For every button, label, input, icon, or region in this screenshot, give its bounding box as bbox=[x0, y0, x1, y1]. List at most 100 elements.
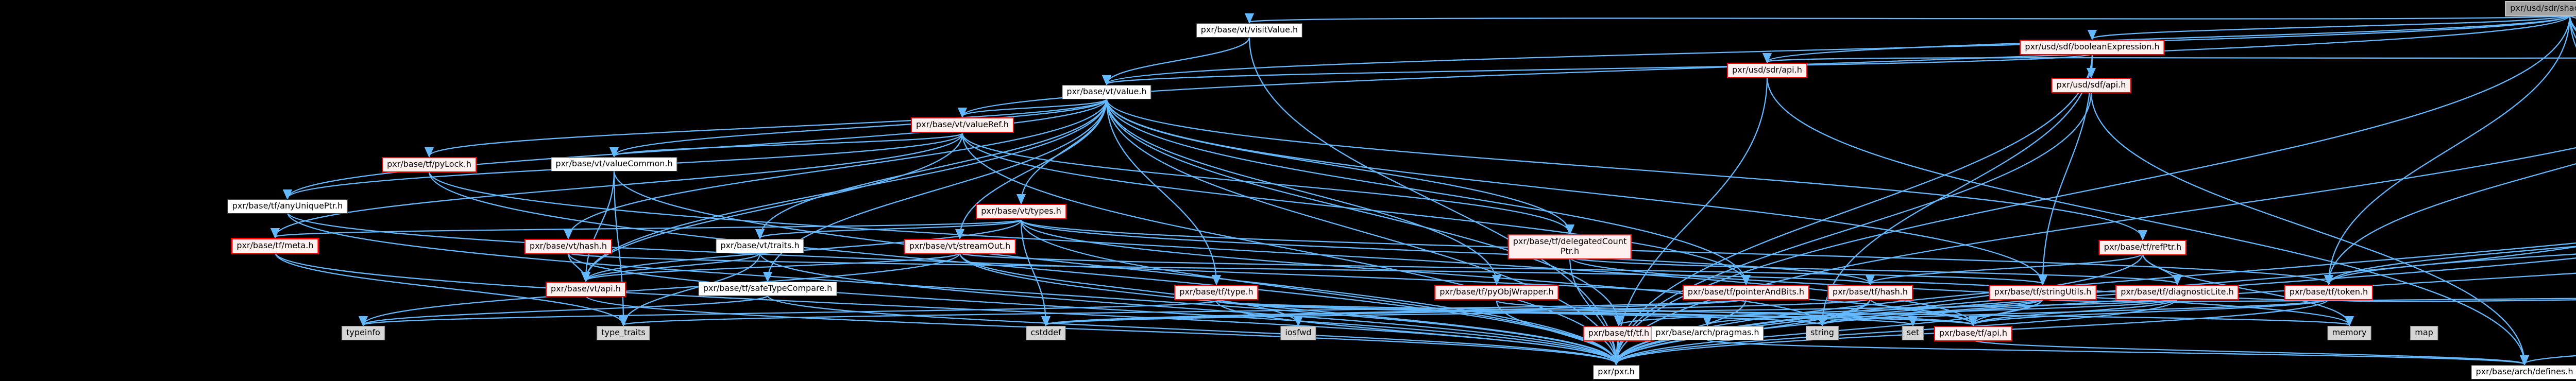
include-edge bbox=[1020, 219, 2333, 286]
include-edge bbox=[759, 252, 1621, 366]
include-edge bbox=[563, 98, 1108, 240]
graph-node-stdmemory[interactable]: memory bbox=[2327, 326, 2371, 340]
graph-node-pyobjwrapper[interactable]: pxr/base/tf/pyObjWrapper.h bbox=[1434, 285, 1559, 300]
graph-node-stdtypetraits[interactable]: type_traits bbox=[597, 326, 650, 340]
include-edge bbox=[1215, 300, 1621, 366]
include-edge bbox=[1102, 14, 2571, 86]
include-edge bbox=[959, 252, 1303, 327]
include-edge bbox=[1101, 37, 1250, 86]
include-edge bbox=[1703, 298, 2178, 327]
include-edge bbox=[619, 298, 1747, 327]
graph-node-tfhash[interactable]: pxr/base/tf/hash.h bbox=[1827, 285, 1913, 300]
include-edge bbox=[609, 132, 963, 158]
include-edge bbox=[581, 98, 1108, 283]
graph-node-stdcstddef[interactable]: cstddef bbox=[1026, 326, 1066, 340]
graph-node-stdtypeinfo[interactable]: typeinfo bbox=[342, 326, 385, 340]
graph-node-vtstreamout[interactable]: pxr/base/vt/streamOut.h bbox=[904, 239, 1016, 254]
include-edge bbox=[428, 171, 1978, 327]
include-edge bbox=[755, 219, 1022, 240]
include-edge bbox=[1866, 252, 2144, 286]
include-edge bbox=[767, 295, 1621, 366]
include-edge bbox=[609, 98, 1108, 158]
include-edge bbox=[2520, 355, 2576, 366]
graph-node-valuecommon[interactable]: pxr/base/vt/valueCommon.h bbox=[551, 157, 677, 171]
include-edge bbox=[286, 212, 1978, 327]
include-edge bbox=[1020, 219, 1621, 366]
include-edge bbox=[425, 98, 1108, 158]
graph-node-archdefines[interactable]: pxr/base/arch/defines.h bbox=[2471, 365, 2576, 379]
graph-node-vtvalue[interactable]: pxr/base/vt/value.h bbox=[1062, 85, 1151, 99]
graph-node-tfapi[interactable]: pxr/base/tf/api.h bbox=[1934, 326, 2013, 341]
include-edge bbox=[1611, 147, 2576, 366]
graph-node-diagnosticlite[interactable]: pxr/base/tf/diagnosticLite.h bbox=[2115, 285, 2239, 300]
include-edge bbox=[1611, 14, 2571, 366]
graph-node-root[interactable]: pxr/usd/sdr/shaderProperty.h bbox=[2505, 1, 2576, 16]
graph-node-safetypecompare[interactable]: pxr/base/tf/safeTypeCompare.h bbox=[698, 282, 837, 296]
include-edge bbox=[581, 133, 963, 283]
graph-node-sdrapi[interactable]: pxr/usd/sdr/api.h bbox=[1727, 63, 1807, 78]
include-edge bbox=[1762, 14, 2571, 64]
include-edge bbox=[1972, 339, 2529, 366]
graph-node-delegated[interactable]: pxr/base/tf/delegatedCount Ptr.h bbox=[1507, 234, 1632, 259]
graph-node-visitvalue[interactable]: pxr/base/vt/visitValue.h bbox=[1196, 23, 1303, 38]
include-edge bbox=[1569, 256, 2182, 286]
graph-node-vthash[interactable]: pxr/base/vt/hash.h bbox=[524, 239, 612, 254]
graph-node-vtapi[interactable]: pxr/base/vt/api.h bbox=[546, 282, 626, 297]
graph-node-stdset[interactable]: set bbox=[1902, 326, 1924, 340]
include-edge bbox=[1106, 98, 1222, 286]
include-edge bbox=[2324, 253, 2576, 286]
include-edge bbox=[1817, 53, 2093, 327]
graph-node-vttraits[interactable]: pxr/base/vt/traits.h bbox=[716, 239, 804, 253]
include-edge bbox=[958, 98, 1108, 118]
include-edge bbox=[1106, 98, 1502, 286]
graph-node-tftf[interactable]: pxr/base/tf/tf.h bbox=[1583, 326, 1655, 341]
graph-node-tftype[interactable]: pxr/base/tf/type.h bbox=[1174, 285, 1259, 300]
include-edge bbox=[1106, 98, 1751, 286]
include-edge bbox=[2569, 14, 2576, 48]
include-edge bbox=[959, 252, 2047, 286]
include-edge bbox=[955, 98, 1108, 240]
include-edge bbox=[428, 171, 1621, 366]
include-edge bbox=[1103, 53, 2093, 86]
include-edge bbox=[581, 252, 961, 283]
include-edge bbox=[1106, 98, 1575, 235]
graph-node-boolexpr[interactable]: pxr/usd/sdf/booleanExpression.h bbox=[2020, 40, 2165, 55]
graph-node-pylock[interactable]: pxr/base/tf/pyLock.h bbox=[382, 157, 477, 172]
graph-node-stdstring[interactable]: string bbox=[1806, 326, 1839, 340]
include-edge bbox=[1766, 76, 2530, 366]
graph-node-stringutils[interactable]: pxr/base/tf/stringUtils.h bbox=[1989, 285, 2097, 300]
include-edge bbox=[585, 295, 1621, 366]
graph-node-stdiosfwd[interactable]: iosfwd bbox=[1280, 326, 1316, 340]
include-edge bbox=[2328, 298, 2576, 302]
graph-node-anyunique[interactable]: pxr/base/tf/anyUniquePtr.h bbox=[227, 199, 348, 214]
include-edge bbox=[961, 133, 1574, 235]
graph-node-tfmeta[interactable]: pxr/base/tf/meta.h bbox=[231, 238, 319, 254]
graph-node-tftoken[interactable]: pxr/base/tf/token.h bbox=[2284, 285, 2374, 300]
graph-node-sdfapi[interactable]: pxr/usd/sdf/api.h bbox=[2051, 78, 2131, 93]
include-edge bbox=[1614, 298, 2044, 327]
include-edge bbox=[359, 300, 1217, 327]
include-edge bbox=[2088, 14, 2571, 41]
include-edge bbox=[1569, 256, 2354, 327]
graph-node-pointerandbits[interactable]: pxr/base/tf/pointerAndBits.h bbox=[1682, 285, 1810, 300]
include-edge bbox=[1106, 98, 1624, 327]
graph-node-pragmas[interactable]: pxr/base/arch/pragmas.h bbox=[1651, 326, 1764, 340]
include-edge bbox=[2090, 91, 2530, 366]
graph-node-valueref[interactable]: pxr/base/vt/valueRef.h bbox=[911, 117, 1014, 133]
include-edge bbox=[271, 219, 1022, 239]
include-edge bbox=[1020, 219, 1827, 327]
graph-node-pxrh[interactable]: pxr/pxr.h bbox=[1593, 365, 1639, 379]
graph-node-stdmap[interactable]: map bbox=[2410, 326, 2438, 340]
include-edge bbox=[2324, 163, 2576, 286]
include-edge bbox=[618, 252, 761, 327]
include-edge bbox=[1106, 98, 1621, 366]
include-edge bbox=[581, 252, 761, 283]
include-edge bbox=[359, 252, 961, 327]
include-edge bbox=[1763, 52, 2576, 64]
graph-node-vttypes[interactable]: pxr/base/vt/types.h bbox=[976, 204, 1066, 219]
include-edge bbox=[961, 133, 1751, 286]
graph-node-tfrefptr[interactable]: pxr/base/tf/refPtr.h bbox=[2098, 240, 2187, 255]
include-edge bbox=[2042, 298, 2576, 302]
